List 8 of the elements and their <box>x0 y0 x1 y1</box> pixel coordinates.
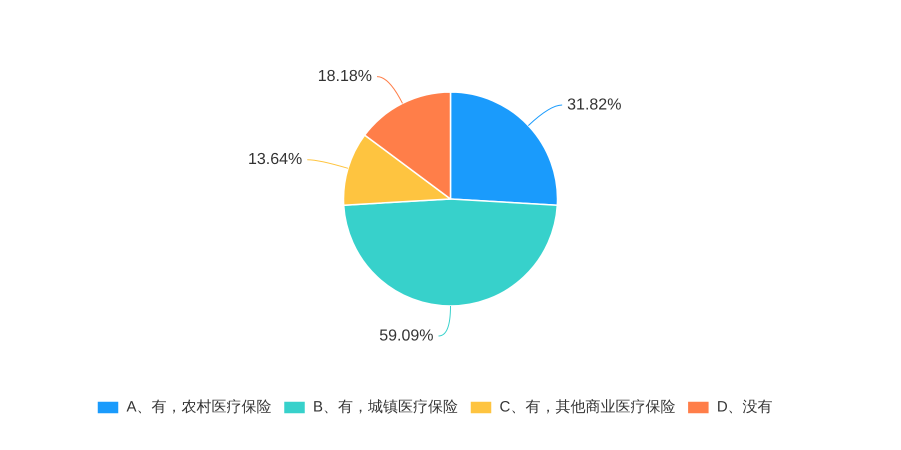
legend-label: A、有，农村医疗保险 <box>126 398 272 416</box>
data-label: 59.09% <box>379 327 434 344</box>
legend-label: D、没有 <box>716 398 773 416</box>
legend-label: B、有，城镇医疗保险 <box>313 398 458 416</box>
legend-label: C、有，其他商业医疗保险 <box>500 398 676 416</box>
data-label: 18.18% <box>318 68 372 85</box>
data-label: 31.82% <box>567 96 622 114</box>
data-label: 13.64% <box>248 151 302 168</box>
